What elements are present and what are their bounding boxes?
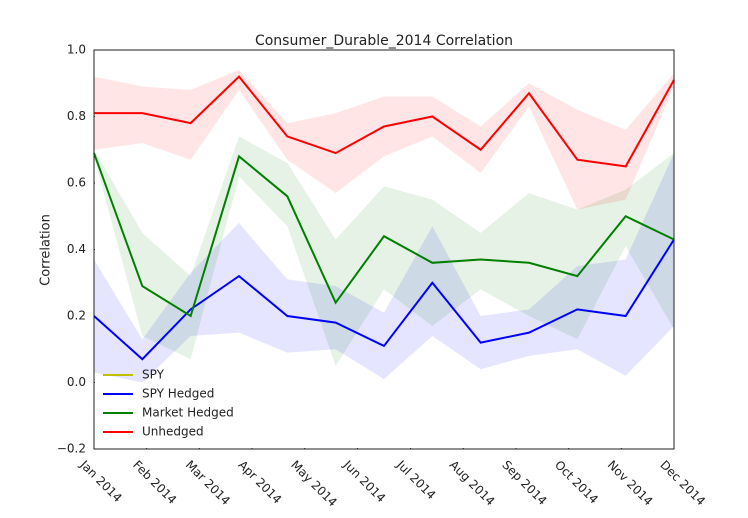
x-tick-label: Jun 2014	[340, 457, 388, 505]
x-tick-label: Oct 2014	[552, 458, 601, 507]
y-tick-label: 0.8	[67, 109, 86, 123]
x-tick-label: Nov 2014	[605, 458, 656, 509]
plot-frame	[93, 49, 675, 450]
y-axis-label: Correlation	[39, 214, 54, 286]
x-tick-label: Jul 2014	[393, 457, 438, 502]
y-tick-label: −0.2	[57, 442, 86, 456]
series-line	[93, 238, 675, 361]
legend-label: SPY	[142, 368, 165, 382]
chart-title: Consumer_Durable_2014 Correlation	[255, 33, 513, 49]
x-tick-label: Sep 2014	[499, 458, 549, 508]
confidence-band	[94, 69, 674, 210]
x-tick-label: Mar 2014	[183, 458, 233, 508]
y-tick-label: 1.0	[67, 43, 86, 57]
y-tick-label: 0.0	[67, 375, 86, 389]
series-line	[93, 152, 675, 318]
legend-label: SPY Hedged	[142, 387, 214, 401]
x-tick-label: Aug 2014	[447, 458, 498, 509]
y-tick-label: 0.6	[67, 176, 86, 190]
y-tick-label: 0.4	[67, 242, 86, 256]
x-tick-label: Apr 2014	[235, 458, 284, 507]
legend-label: Unhedged	[142, 425, 204, 439]
confidence-band	[94, 136, 674, 366]
x-tick-label: Dec 2014	[657, 458, 708, 509]
y-tick-label: 0.2	[67, 309, 86, 323]
x-tick-label: Feb 2014	[130, 458, 179, 507]
series-line	[94, 75, 675, 168]
confidence-band	[94, 153, 674, 383]
x-tick-label: Jan 2014	[77, 457, 125, 505]
legend-label: Market Hedged	[142, 406, 234, 420]
x-tick-label: May 2014	[288, 458, 340, 510]
